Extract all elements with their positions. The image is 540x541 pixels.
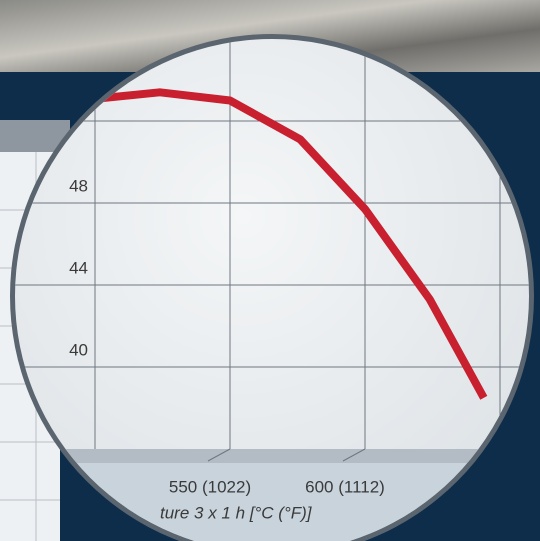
y-tick-label: 40: [69, 340, 88, 359]
x-tick: [207, 448, 231, 462]
x-axis-label: ture 3 x 1 h [°C (°F)]: [160, 503, 313, 522]
floor: [15, 449, 529, 463]
series-line: [78, 88, 488, 400]
x-tick-label: 550 (1022): [169, 477, 251, 496]
x-tick-label: 600 (1112): [305, 477, 385, 496]
x-tick: [342, 448, 366, 462]
y-tick-label: 44: [69, 258, 88, 277]
y-tick-label: 48: [69, 176, 88, 195]
